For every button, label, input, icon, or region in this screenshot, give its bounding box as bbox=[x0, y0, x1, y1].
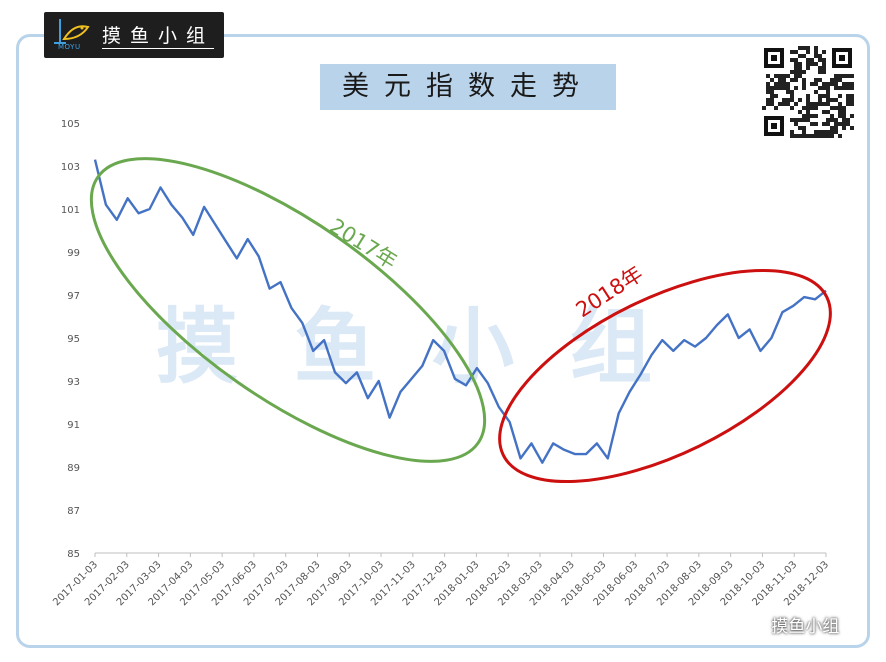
fish-logo-icon bbox=[54, 19, 90, 44]
y-tick-label: 101 bbox=[61, 205, 80, 216]
footer-label: 摸鱼小组 bbox=[771, 617, 840, 637]
brand-name: 摸鱼小组 bbox=[102, 25, 215, 47]
y-axis: 105 103 101 99 97 95 93 91 89 87 85 bbox=[61, 119, 80, 560]
chart-frame bbox=[16, 34, 870, 648]
series-line bbox=[93, 159, 827, 464]
y-tick-label: 93 bbox=[67, 377, 80, 388]
ellipse-2017 bbox=[89, 157, 487, 463]
annotation-2018: 2018年 bbox=[572, 262, 648, 323]
wechat-icon bbox=[741, 617, 765, 637]
annotations: 2017年 2018年 bbox=[89, 157, 832, 484]
y-tick-label: 103 bbox=[61, 162, 80, 173]
y-tick-label: 91 bbox=[67, 420, 80, 431]
x-axis: 2017-01-032017-02-032017-03-032017-04-03… bbox=[51, 552, 831, 608]
y-tick-label: 105 bbox=[61, 119, 80, 130]
y-tick-label: 87 bbox=[67, 506, 80, 517]
ellipse-2018 bbox=[498, 268, 832, 484]
chart-title: 美元指数走势 bbox=[320, 64, 616, 110]
y-tick-label: 89 bbox=[67, 463, 80, 474]
annotation-2017: 2017年 bbox=[325, 214, 401, 274]
footer-watermark: 摸鱼小组 bbox=[740, 612, 839, 638]
y-tick-label: 85 bbox=[67, 549, 80, 560]
qr-code-icon bbox=[760, 44, 856, 140]
brand-underline bbox=[102, 48, 214, 49]
watermark: 摸鱼小组 bbox=[156, 300, 709, 395]
brand-logo-box: MOYU 摸鱼小组 bbox=[44, 12, 224, 58]
y-tick-label: 99 bbox=[67, 248, 80, 259]
y-tick-label: 97 bbox=[67, 291, 80, 302]
plot-area bbox=[93, 159, 827, 464]
y-tick-label: 95 bbox=[67, 334, 80, 345]
brand-sub: MOYU bbox=[58, 43, 81, 51]
